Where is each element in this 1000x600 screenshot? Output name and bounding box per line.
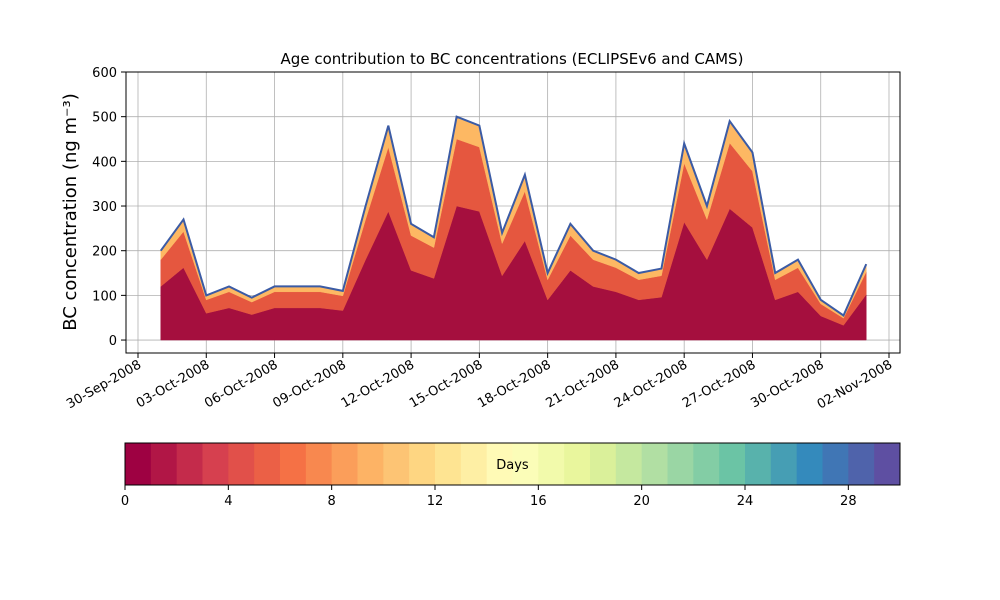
chart-title: Age contribution to BC concentrations (E… <box>281 50 744 68</box>
y-tick-label: 600 <box>92 66 117 81</box>
colorbar-tick-label: 20 <box>633 494 650 509</box>
colorbar-cell <box>848 443 875 485</box>
colorbar-cell <box>202 443 229 485</box>
colorbar-cell <box>538 443 565 485</box>
colorbar-cell <box>770 443 798 485</box>
area-outline <box>159 115 868 317</box>
colorbar-cell <box>874 443 901 485</box>
colorbar-cell <box>435 443 462 485</box>
colorbar-cell <box>719 443 746 485</box>
colorbar-cell <box>176 443 203 485</box>
colorbar-cell <box>822 443 849 485</box>
colorbar-cell <box>486 443 513 485</box>
colorbar-tick-label: 12 <box>427 494 444 509</box>
colorbar-tick-label: 0 <box>121 494 129 509</box>
colorbar-cell <box>615 443 643 485</box>
colorbar-cell <box>254 443 281 485</box>
y-tick-label: 500 <box>92 111 117 126</box>
colorbar-cell <box>150 443 178 485</box>
axes-frame <box>125 71 901 354</box>
colorbar-tick-label: 28 <box>840 494 857 509</box>
y-tick-label: 200 <box>92 245 117 260</box>
colorbar-tick-label: 16 <box>530 494 547 509</box>
colorbar-cell <box>409 443 436 485</box>
colorbar-frame <box>124 442 901 486</box>
colorbar-cell <box>460 443 488 485</box>
y-axis-label: BC concentration (ng m⁻³) <box>60 93 81 331</box>
colorbar-cell <box>331 443 358 485</box>
y-tick-label: 0 <box>109 334 117 349</box>
colorbar-tick-label: 8 <box>328 494 336 509</box>
y-tick-label: 300 <box>92 200 117 215</box>
colorbar: Days 0 4 8 12 16 20 24 28 <box>121 442 901 509</box>
colorbar-cell <box>280 443 307 485</box>
colorbar-cell <box>305 443 333 485</box>
colorbar-cell <box>383 443 410 485</box>
colorbar-cell <box>125 443 152 485</box>
colorbar-tick-label: 24 <box>737 494 754 509</box>
colorbar-tick-label: 4 <box>224 494 232 509</box>
colorbar-cell <box>590 443 617 485</box>
y-tick-label: 400 <box>92 155 117 170</box>
y-tick-label: 100 <box>92 289 117 304</box>
colorbar-cell <box>796 443 823 485</box>
colorbar-cell <box>667 443 694 485</box>
colorbar-cell <box>693 443 720 485</box>
colorbar-cell <box>512 443 539 485</box>
colorbar-cell <box>357 443 384 485</box>
colorbar-cell <box>641 443 668 485</box>
colorbar-cell <box>564 443 591 485</box>
colorbar-cell <box>745 443 772 485</box>
colorbar-label: Days <box>496 458 529 473</box>
colorbar-cell <box>228 443 255 485</box>
